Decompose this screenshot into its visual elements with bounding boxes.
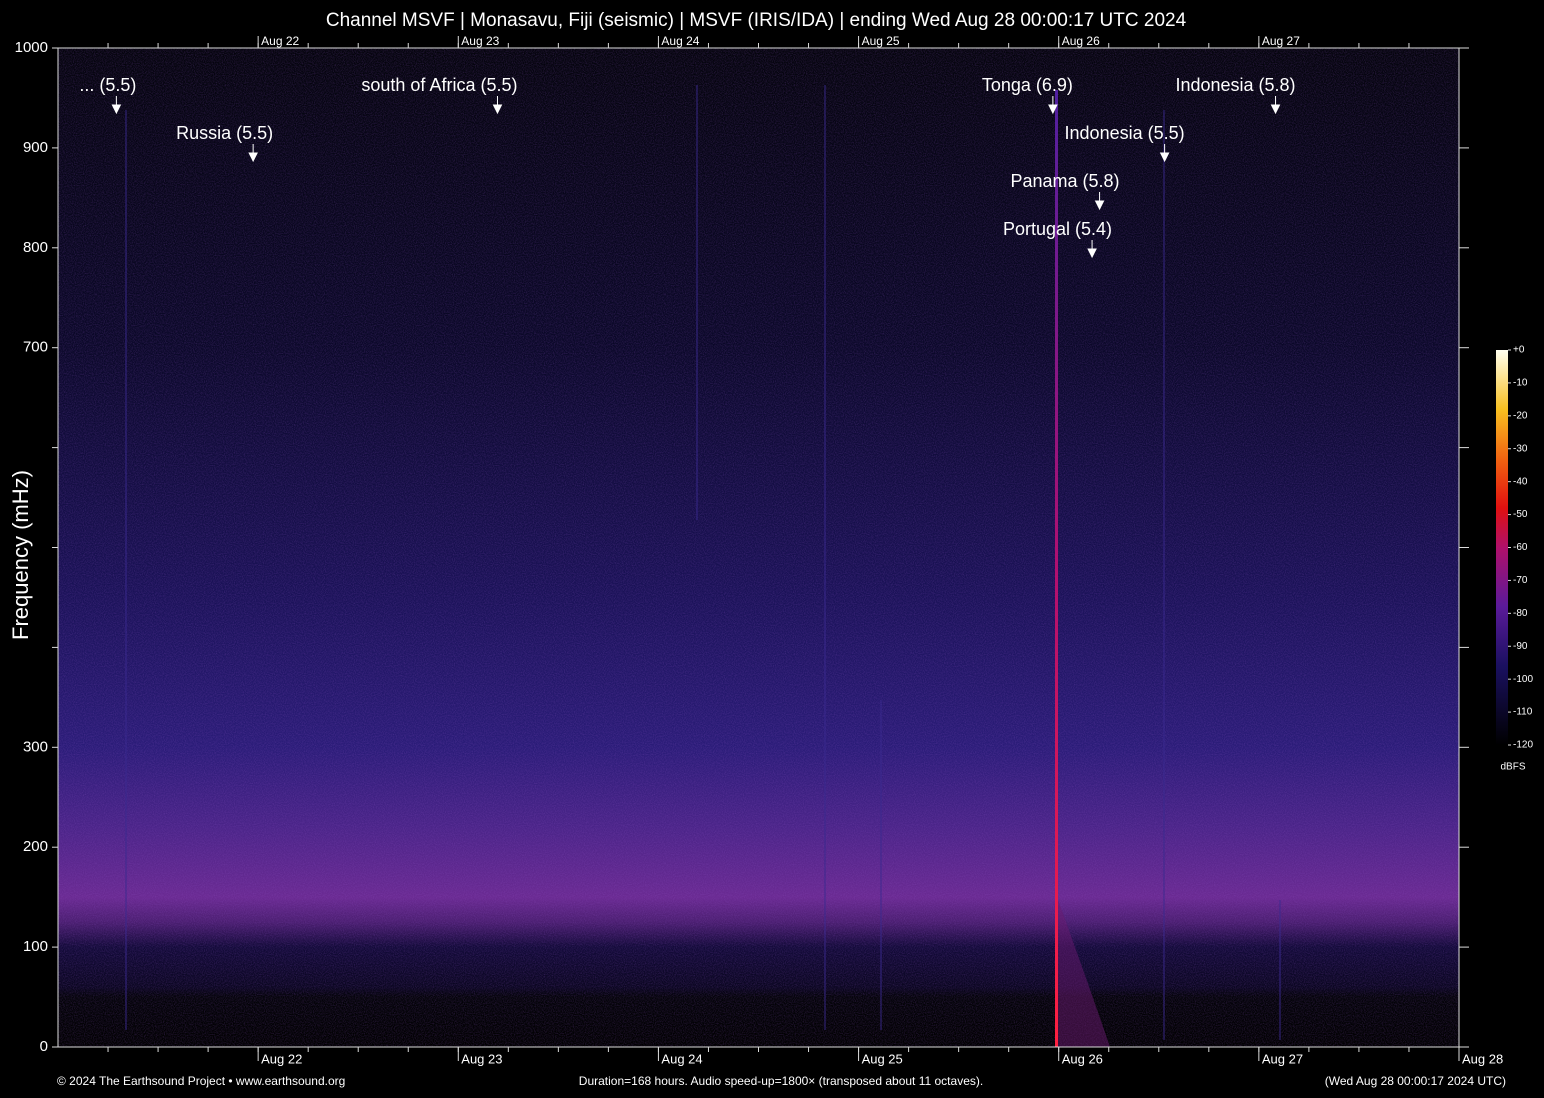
y-tick-label: 900 (23, 139, 48, 156)
event-arrow (1048, 96, 1058, 115)
event-arrow (248, 144, 258, 163)
event-trace (1055, 90, 1058, 1047)
colorbar-tick-label: -30 (1513, 443, 1528, 454)
event-label: Panama (5.8) (1011, 171, 1120, 191)
x-tick-label-top: Aug 23 (461, 34, 499, 48)
x-tick-label: Aug 22 (261, 1051, 302, 1066)
x-tick-label-top: Aug 22 (261, 34, 299, 48)
event-arrow (1270, 96, 1281, 115)
x-tick-label: Aug 27 (1262, 1051, 1303, 1066)
colorbar-tick-label: -60 (1513, 542, 1528, 553)
footer-left: © 2024 The Earthsound Project • www.eart… (57, 1074, 345, 1088)
event-label: Portugal (5.4) (1003, 219, 1112, 239)
chart-title: Channel MSVF | Monasavu, Fiji (seismic) … (326, 10, 1187, 31)
colorbar-tick-label: -90 (1513, 641, 1528, 652)
faint-traces (125, 85, 1281, 1040)
colorbar-tick-label: -70 (1513, 575, 1528, 586)
colorbar-tick-label: -80 (1513, 608, 1528, 619)
colorbar-tick-label: -100 (1513, 674, 1533, 685)
event-arrow (1087, 240, 1097, 259)
x-tick-label-top: Aug 25 (862, 34, 900, 48)
y-tick-label: 700 (23, 339, 48, 356)
event-label: Tonga (6.9) (982, 75, 1073, 95)
x-tick-label: Aug 26 (1062, 1051, 1103, 1066)
colorbar-tick-label: +0 (1513, 345, 1525, 356)
x-tick-label: Aug 25 (862, 1051, 903, 1066)
footer-right: (Wed Aug 28 00:00:17 2024 UTC) (1325, 1074, 1506, 1088)
footer-center: Duration=168 hours. Audio speed-up=1800×… (579, 1074, 983, 1088)
event-label: Russia (5.5) (176, 123, 273, 143)
y-tick-label: 100 (23, 938, 48, 955)
event-arrow (1094, 192, 1105, 211)
y-tick-label: 200 (23, 838, 48, 855)
colorbar-tick-label: -10 (1513, 378, 1528, 389)
event-arrow (111, 96, 122, 115)
x-tick-label-top: Aug 26 (1062, 34, 1100, 48)
colorbar-tick-label: -50 (1513, 509, 1528, 520)
event-label: Indonesia (5.8) (1175, 75, 1295, 95)
event-coda (1058, 900, 1110, 1047)
x-tick-label: Aug 24 (661, 1051, 702, 1066)
y-tick-label: 0 (40, 1038, 48, 1055)
y-axis-title: Frequency (mHz) (8, 470, 33, 640)
colorbar-tick-label: -40 (1513, 476, 1528, 487)
x-tick-label-top: Aug 24 (661, 34, 699, 48)
colorbar (1496, 350, 1508, 745)
colorbar-tick-label: -120 (1513, 740, 1533, 751)
x-tick-label-top: Aug 27 (1262, 34, 1300, 48)
x-tick-label: Aug 23 (461, 1051, 502, 1066)
colorbar-tick-label: -20 (1513, 410, 1528, 421)
y-tick-label: 1000 (15, 39, 48, 56)
event-label: south of Africa (5.5) (361, 75, 517, 95)
y-tick-label: 800 (23, 239, 48, 256)
colorbar-label: dBFS (1500, 762, 1525, 773)
event-label: Indonesia (5.5) (1065, 123, 1185, 143)
event-arrow (492, 96, 503, 115)
x-tick-label: Aug 28 (1462, 1051, 1503, 1066)
y-tick-label: 300 (23, 738, 48, 755)
spectrogram-noise (58, 48, 1459, 1047)
colorbar-tick-label: -110 (1513, 707, 1533, 718)
event-arrow (1159, 144, 1170, 163)
event-label: ... (5.5) (79, 75, 136, 95)
